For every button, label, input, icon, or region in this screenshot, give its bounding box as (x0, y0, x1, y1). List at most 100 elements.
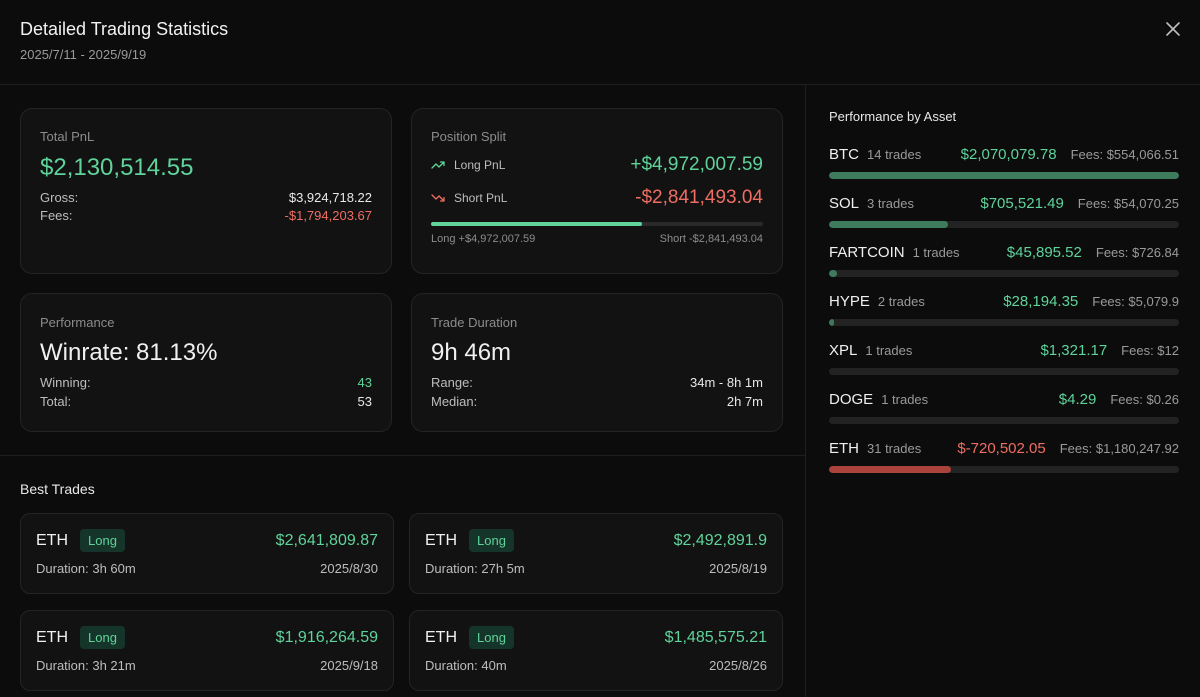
gross-label: Gross: (40, 190, 79, 205)
asset-trade-count: 3 trades (867, 195, 914, 211)
asset-pnl-bar (829, 221, 1179, 228)
winning-label: Winning: (40, 375, 91, 390)
asset-performance-panel: Performance by Asset BTC 14 trades $2,07… (806, 85, 1200, 697)
asset-row[interactable]: SOL 3 trades $705,521.49 Fees: $54,070.2… (829, 193, 1179, 233)
gross-row: Gross: $3,924,718.22 (40, 190, 372, 205)
performance-card: Performance Winrate: 81.13% Winning: 43 … (20, 293, 392, 432)
trade-asset: ETH (36, 531, 68, 549)
trending-down-icon (431, 194, 445, 202)
side-badge: Long (80, 529, 125, 552)
asset-pnl: $1,321.17 (1040, 341, 1108, 359)
asset-fees: Fees: $12 (1121, 342, 1179, 358)
trade-duration-value: 9h 46m (431, 339, 512, 366)
trade-pnl: $1,916,264.59 (275, 628, 378, 646)
asset-trade-count: 1 trades (881, 391, 929, 407)
trade-pnl: $1,485,575.21 (664, 628, 767, 646)
asset-name: HYPE (829, 292, 870, 310)
best-trade-card[interactable]: ETH Long $2,641,809.87 Duration: 3h 60m … (20, 513, 394, 594)
section-divider (0, 455, 806, 456)
left-panel: Total PnL $2,130,514.55 Gross: $3,924,71… (0, 85, 806, 697)
asset-trade-count: 31 trades (867, 440, 922, 456)
asset-trade-count: 1 trades (865, 342, 913, 358)
trade-asset: ETH (425, 531, 457, 549)
fees-value: -$1,794,203.67 (284, 208, 372, 223)
long-pnl-row: Long PnL +$4,972,007.59 (431, 154, 763, 176)
asset-row[interactable]: FARTCOIN 1 trades $45,895.52 Fees: $726.… (829, 242, 1179, 282)
asset-pnl-fill (829, 221, 949, 228)
asset-name: BTC (829, 145, 859, 163)
position-split-label: Position Split (431, 129, 507, 144)
asset-row[interactable]: ETH 31 trades $-720,502.05 Fees: $1,180,… (829, 438, 1179, 478)
position-split-bar (431, 222, 763, 226)
asset-pnl: $2,070,079.78 (960, 145, 1057, 163)
total-trades-row: Total: 53 (40, 394, 372, 409)
performance-label: Performance (40, 315, 115, 330)
fees-label: Fees: (40, 208, 73, 223)
trade-duration-card: Trade Duration 9h 46m Range: 34m - 8h 1m… (411, 293, 783, 432)
total-pnl-value: $2,130,514.55 (40, 154, 194, 181)
asset-row[interactable]: BTC 14 trades $2,070,079.78 Fees: $554,0… (829, 144, 1179, 184)
median-row: Median: 2h 7m (431, 394, 763, 409)
asset-trade-count: 14 trades (867, 146, 922, 162)
short-pnl-row: Short PnL -$2,841,493.04 (431, 187, 763, 209)
asset-pnl: $705,521.49 (980, 194, 1064, 212)
winrate-value: Winrate: 81.13% (40, 339, 218, 366)
best-trades-title: Best Trades (20, 481, 95, 497)
asset-fees: Fees: $554,066.51 (1070, 146, 1179, 162)
range-row: Range: 34m - 8h 1m (431, 375, 763, 390)
trade-duration: Duration: 3h 21m (36, 658, 136, 673)
asset-name: DOGE (829, 390, 874, 408)
asset-fees: Fees: $54,070.25 (1077, 195, 1179, 211)
trade-date: 2025/8/26 (709, 658, 767, 673)
median-value: 2h 7m (726, 394, 763, 409)
asset-pnl-bar (829, 466, 1179, 473)
median-label: Median: (431, 394, 478, 409)
asset-fees: Fees: $1,180,247.92 (1059, 440, 1179, 456)
best-trade-card[interactable]: ETH Long $2,492,891.9 Duration: 27h 5m 2… (409, 513, 783, 594)
asset-name: XPL (829, 341, 858, 359)
best-trade-card[interactable]: ETH Long $1,916,264.59 Duration: 3h 21m … (20, 610, 394, 691)
trade-duration: Duration: 40m (425, 658, 507, 673)
long-pnl-label: Long PnL (454, 158, 506, 172)
asset-name: ETH (829, 439, 859, 457)
asset-pnl: $4.29 (1058, 390, 1097, 408)
asset-pnl-bar (829, 368, 1179, 375)
total-label: Total: (40, 394, 72, 409)
side-badge: Long (469, 626, 514, 649)
total-pnl-card: Total PnL $2,130,514.55 Gross: $3,924,71… (20, 108, 392, 274)
asset-performance-title: Performance by Asset (829, 109, 957, 124)
range-label: Range: (431, 375, 473, 390)
long-share-fill (431, 222, 643, 226)
close-button[interactable] (1162, 18, 1184, 40)
total-pnl-label: Total PnL (40, 129, 95, 144)
long-pnl-value: +$4,972,007.59 (630, 154, 763, 175)
asset-pnl-bar (829, 270, 1179, 277)
total-value: 53 (357, 394, 372, 409)
page-title: Detailed Trading Statistics (20, 19, 229, 39)
asset-pnl-fill (829, 270, 837, 277)
fees-row: Fees: -$1,794,203.67 (40, 208, 372, 223)
trade-date: 2025/8/30 (320, 561, 378, 576)
trade-date: 2025/9/18 (320, 658, 378, 673)
asset-pnl-fill (829, 172, 1179, 179)
winning-value: 43 (357, 375, 372, 390)
asset-fees: Fees: $0.26 (1110, 391, 1179, 407)
asset-pnl-fill (829, 319, 835, 326)
best-trade-card[interactable]: ETH Long $1,485,575.21 Duration: 40m 202… (409, 610, 783, 691)
trade-duration: Duration: 3h 60m (36, 561, 136, 576)
asset-trade-count: 2 trades (877, 293, 925, 309)
asset-pnl: $-720,502.05 (957, 439, 1046, 457)
side-badge: Long (80, 626, 125, 649)
trade-pnl: $2,492,891.9 (673, 531, 767, 549)
asset-row[interactable]: HYPE 2 trades $28,194.35 Fees: $5,079.9 (829, 291, 1179, 331)
long-caption: Long +$4,972,007.59 (431, 233, 536, 245)
trade-pnl: $2,641,809.87 (275, 531, 378, 549)
asset-fees: Fees: $726.84 (1095, 244, 1179, 260)
gross-value: $3,924,718.22 (288, 190, 372, 205)
asset-row[interactable]: DOGE 1 trades $4.29 Fees: $0.26 (829, 389, 1179, 429)
short-pnl-label: Short PnL (454, 191, 508, 205)
asset-pnl-bar (829, 172, 1179, 179)
asset-row[interactable]: XPL 1 trades $1,321.17 Fees: $12 (829, 340, 1179, 380)
trade-date: 2025/8/19 (709, 561, 767, 576)
trending-up-icon (431, 161, 445, 169)
